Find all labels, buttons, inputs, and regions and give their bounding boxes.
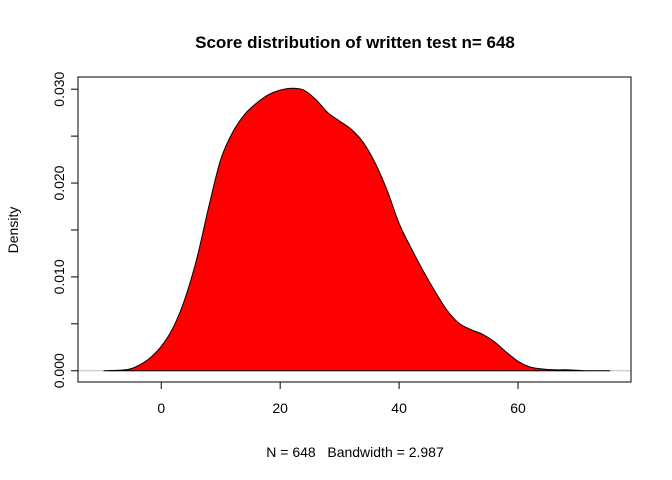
x-tick-label: 40 [391,400,407,416]
x-tick-label: 20 [272,400,288,416]
y-tick-label: 0.030 [51,71,67,106]
x-axis: 0 20 40 60 [157,381,526,416]
x-axis-label: N = 648 Bandwidth = 2.987 [266,444,444,460]
y-axis: 0.000 0.010 0.020 0.030 [51,71,79,388]
x-tick-label: 0 [157,400,165,416]
chart-title: Score distribution of written test n= 64… [195,33,515,52]
y-tick-label: 0.000 [51,353,67,388]
y-tick-label: 0.010 [51,259,67,294]
y-axis-label: Density [5,207,21,254]
density-area [103,87,611,372]
x-tick-label: 60 [510,400,526,416]
y-tick-label: 0.020 [51,165,67,200]
